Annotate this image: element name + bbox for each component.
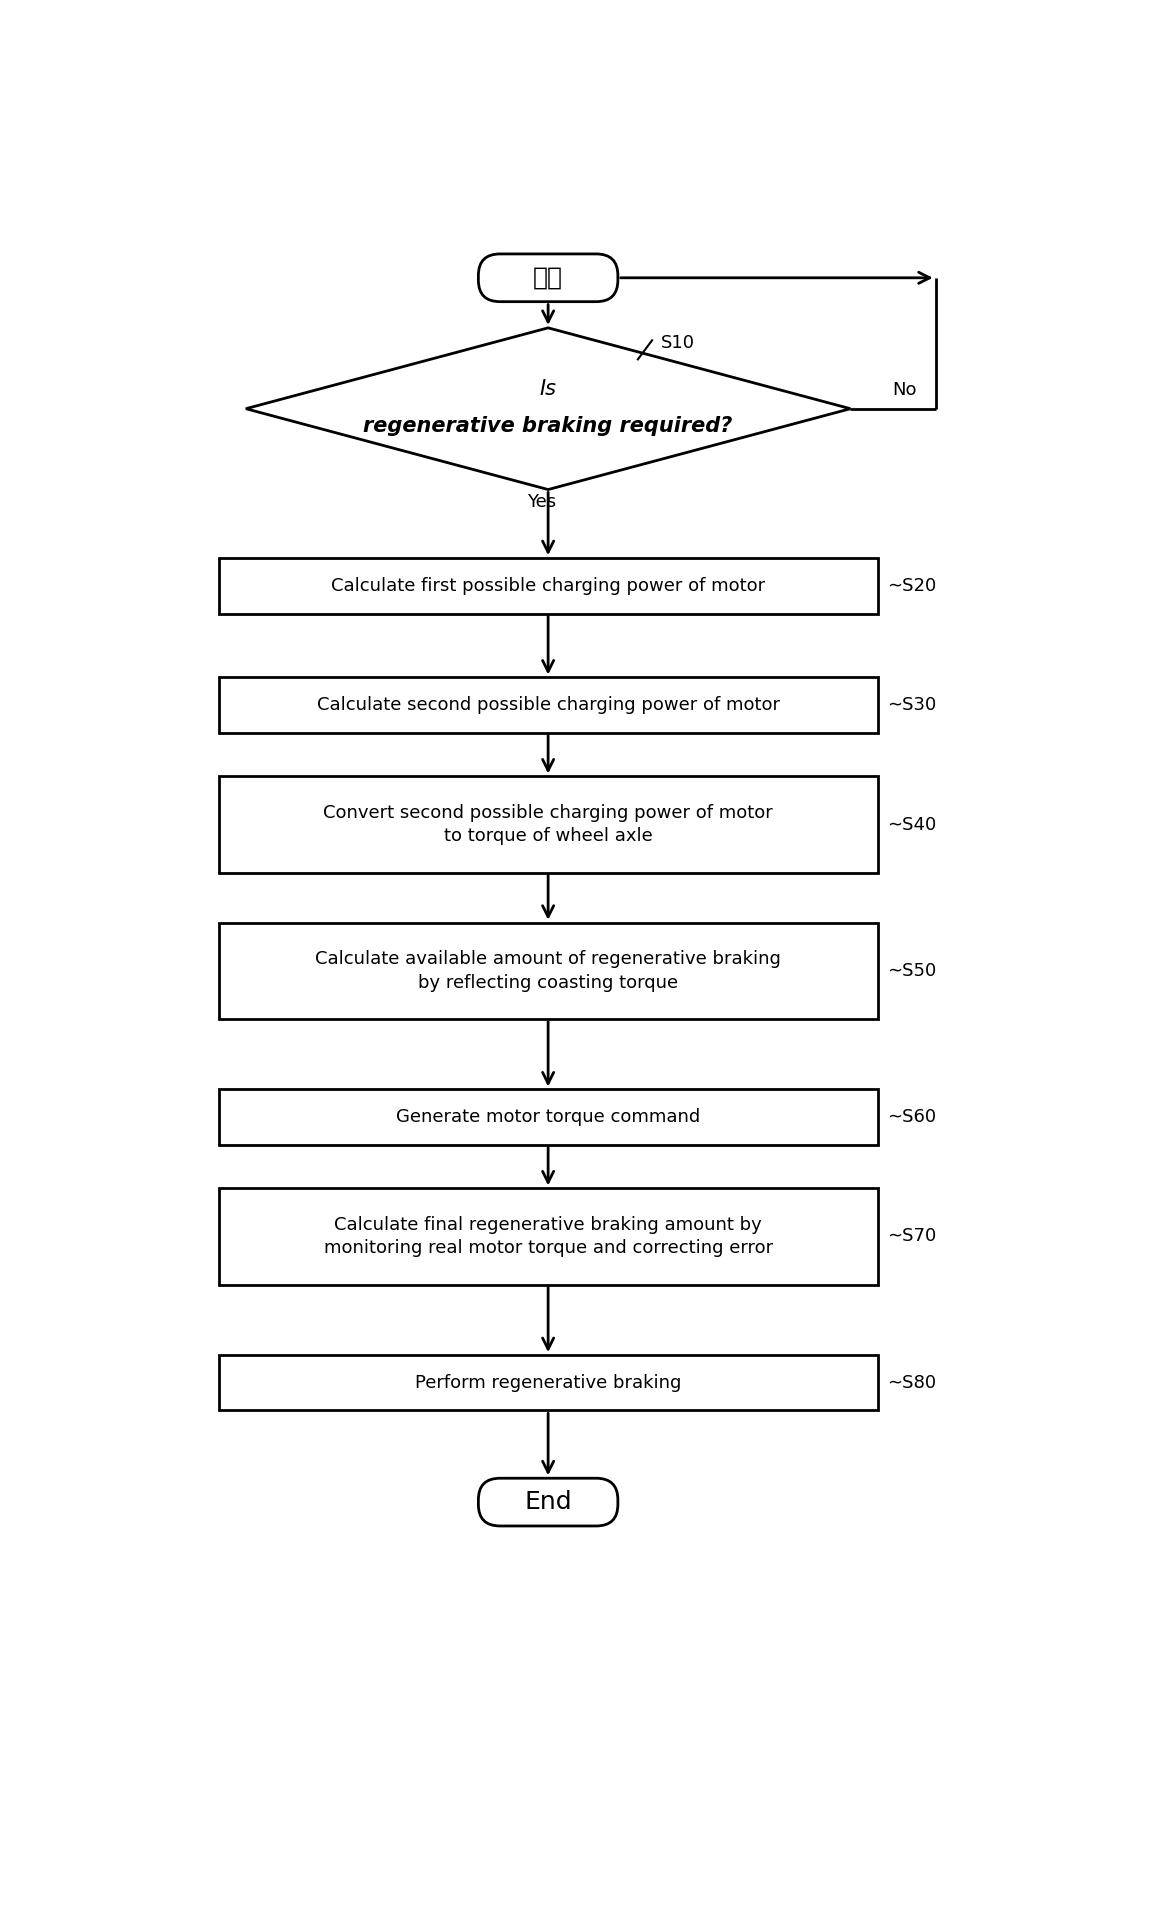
Bar	[218, 558, 878, 614]
Text: 시작: 시작	[533, 266, 563, 290]
Bar	[218, 776, 878, 872]
FancyBboxPatch shape	[478, 1478, 618, 1527]
Text: Calculate first possible charging power of motor: Calculate first possible charging power …	[331, 577, 765, 594]
Text: ∼S80: ∼S80	[887, 1374, 936, 1392]
Text: ∼S70: ∼S70	[887, 1227, 936, 1245]
Text: End: End	[525, 1490, 572, 1515]
Text: Is: Is	[540, 380, 556, 400]
Text: Calculate final regenerative braking amount by
monitoring real motor torque and : Calculate final regenerative braking amo…	[324, 1216, 773, 1256]
Polygon shape	[246, 328, 850, 490]
Text: ∼S20: ∼S20	[887, 577, 936, 594]
Text: ∼S50: ∼S50	[887, 961, 936, 980]
Text: Perform regenerative braking: Perform regenerative braking	[414, 1374, 682, 1392]
Text: Yes: Yes	[527, 494, 556, 511]
Bar	[218, 677, 878, 733]
Bar	[218, 1355, 878, 1411]
Bar	[218, 923, 878, 1019]
Text: Generate motor torque command: Generate motor torque command	[396, 1108, 700, 1125]
Text: Calculate available amount of regenerative braking
by reflecting coasting torque: Calculate available amount of regenerati…	[315, 950, 781, 992]
Text: ∼S40: ∼S40	[887, 816, 936, 834]
Text: ∼S30: ∼S30	[887, 697, 936, 714]
FancyBboxPatch shape	[478, 255, 618, 301]
Text: Convert second possible charging power of motor
to torque of wheel axle: Convert second possible charging power o…	[323, 803, 773, 845]
Text: Calculate second possible charging power of motor: Calculate second possible charging power…	[317, 697, 780, 714]
Text: S10: S10	[661, 334, 694, 353]
Text: No: No	[893, 382, 917, 400]
Text: regenerative braking required?: regenerative braking required?	[363, 415, 733, 436]
Bar	[218, 1089, 878, 1144]
Text: ∼S60: ∼S60	[887, 1108, 936, 1125]
Bar	[218, 1189, 878, 1285]
